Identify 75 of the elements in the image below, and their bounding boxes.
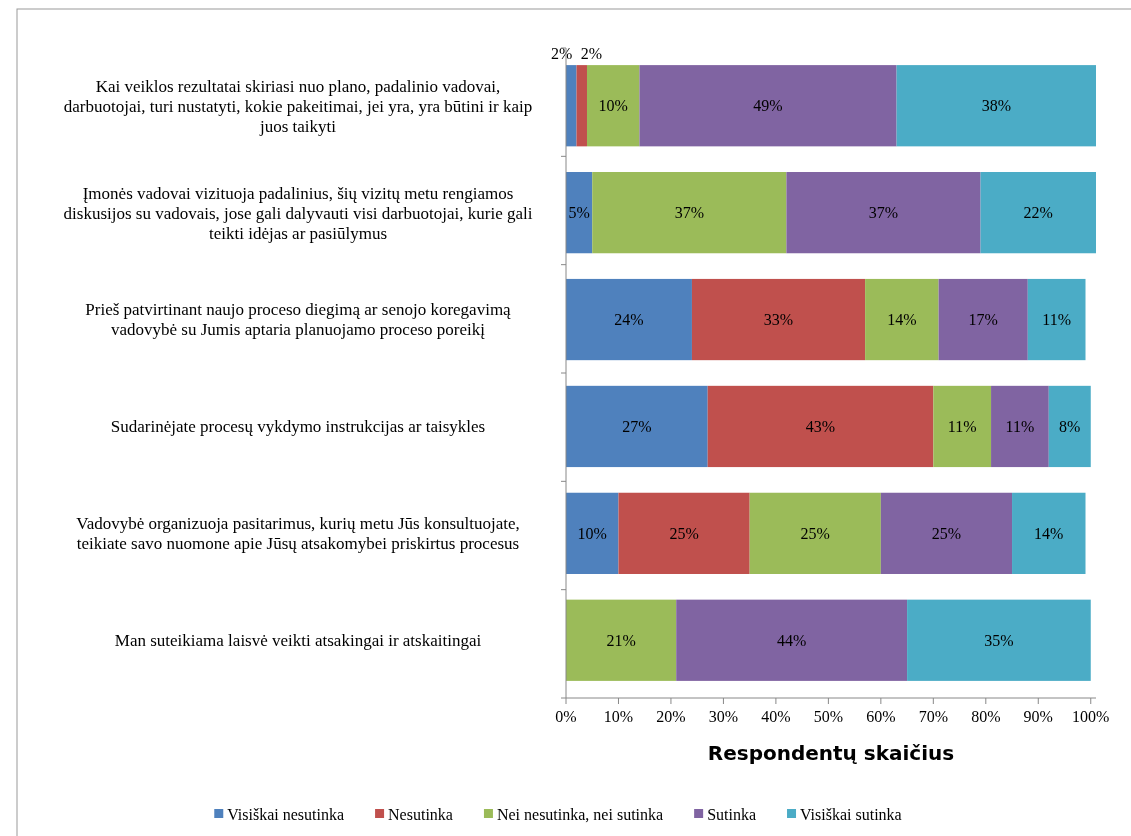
bar xyxy=(880,492,1013,574)
data-label: 11% xyxy=(947,418,977,436)
bar xyxy=(576,65,587,147)
data-label: 2% xyxy=(550,44,573,62)
y-tick-label: Sudarinėjate procesų vykdymo instrukcijas ar taisykles xyxy=(110,417,486,437)
data-label: 14% xyxy=(1034,524,1064,542)
bar xyxy=(691,278,866,361)
data-label: 35% xyxy=(984,631,1014,649)
bar xyxy=(907,599,1091,681)
data-label: 21% xyxy=(606,631,636,649)
bar xyxy=(592,172,787,254)
bar xyxy=(586,65,640,147)
data-label: 37% xyxy=(868,204,899,222)
y-tick-label: Man suteikiama laisvė veikti atsakingai ir atskaitingai xyxy=(114,631,482,651)
bar xyxy=(639,65,897,147)
bar xyxy=(1012,492,1086,574)
data-label: 11% xyxy=(1042,311,1072,329)
x-tick-label: 50% xyxy=(813,708,844,725)
y-tick-label: Įmonės vadovai vizituoja padalinius, šių vizitų metu rengiamos diskusijos su vadovais, jose gali dalyvauti visi darbuotojai, kurie gali teikti idėjas ar pasiūlymus xyxy=(63,183,533,243)
data-label: 8% xyxy=(1059,418,1081,436)
bar xyxy=(933,385,992,468)
x-tick-label: 40% xyxy=(761,708,791,725)
data-label: 38% xyxy=(981,97,1011,115)
data-label: 37% xyxy=(674,204,704,222)
x-tick-label: 70% xyxy=(918,708,948,725)
data-label: 25% xyxy=(800,524,830,542)
data-label: 24% xyxy=(614,311,644,329)
bar xyxy=(566,385,708,468)
data-label: 44% xyxy=(776,631,807,649)
bar xyxy=(786,172,981,254)
y-tick-label: Kai veiklos rezultatai skiriasi nuo plano, padalinio vadovai, darbuotojai, turi nustatyti, kokie pakeitimai, jei yra, yra būtini ir kaip juos taikyti xyxy=(63,76,533,136)
x-tick-label: 10% xyxy=(603,708,634,725)
data-label: 14% xyxy=(887,311,917,329)
data-label: 49% xyxy=(753,97,783,115)
data-label: 17% xyxy=(968,311,998,329)
data-label: 25% xyxy=(669,524,699,542)
y-tick-label: Prieš patvirtinant naujo proceso diegimą ar senojo koregavimą vadovybė su Jumis aptaria planuojamo proceso poreikį xyxy=(85,300,512,340)
x-tick-label: 80% xyxy=(971,708,1001,725)
bar xyxy=(676,599,908,681)
data-label: 10% xyxy=(577,524,607,542)
data-label: 25% xyxy=(931,524,962,542)
bar xyxy=(707,385,934,468)
x-tick-label: 60% xyxy=(866,708,896,725)
bar xyxy=(566,492,619,574)
bar xyxy=(938,278,1028,361)
data-label: 22% xyxy=(1023,204,1053,222)
bar xyxy=(566,599,677,681)
bar xyxy=(865,278,939,361)
x-tick-label: 20% xyxy=(656,708,686,725)
legend-label: Visiškai sutinka xyxy=(800,805,902,823)
bar xyxy=(980,172,1096,254)
legend-label: Nei nesutinka, nei sutinka xyxy=(496,805,664,823)
bar xyxy=(1048,385,1091,468)
bar xyxy=(618,492,750,574)
legend-label: Sutinka xyxy=(707,805,757,823)
legend-label: Visiškai nesutinka xyxy=(227,805,345,823)
bar xyxy=(566,278,692,361)
bar xyxy=(896,65,1096,147)
y-tick-label: Vadovybė organizuoja pasitarimus, kurių metu Jūs konsultuojate, teikiate savo nuomone apie Jūsų atsakomybei priskirtus procesus xyxy=(76,514,520,554)
x-axis-title: Respondentų skaičius xyxy=(707,741,955,765)
data-label: 5% xyxy=(568,204,590,222)
legend-label: Nesutinka xyxy=(388,805,453,823)
bar xyxy=(991,385,1049,468)
data-label: 43% xyxy=(805,418,836,436)
data-label: 11% xyxy=(1005,418,1035,436)
data-label: 27% xyxy=(622,418,652,436)
data-label: 2% xyxy=(580,44,603,62)
x-tick-label: 90% xyxy=(1023,708,1053,725)
data-label: 10% xyxy=(598,97,628,115)
bar xyxy=(749,492,881,574)
x-tick-label: 30% xyxy=(708,708,739,725)
bar xyxy=(1027,278,1086,361)
data-label: 33% xyxy=(763,311,794,329)
x-tick-label: 100% xyxy=(1072,708,1110,725)
x-tick-label: 0% xyxy=(555,708,577,725)
